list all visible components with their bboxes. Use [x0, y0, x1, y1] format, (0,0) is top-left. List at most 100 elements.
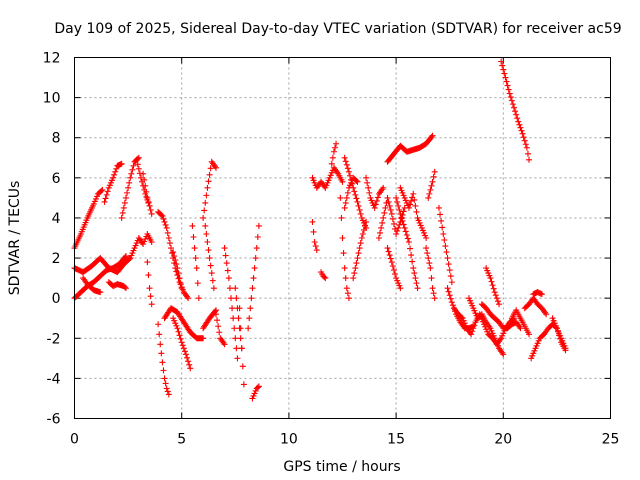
- data-point: [134, 161, 141, 168]
- data-point: [148, 301, 155, 308]
- data-point: [339, 235, 346, 241]
- data-point: [343, 161, 350, 168]
- data-point: [330, 148, 337, 155]
- y-tick-label: -6: [47, 412, 61, 428]
- data-point: [526, 331, 533, 338]
- x-tick-label: 10: [280, 432, 298, 448]
- data-point: [444, 285, 451, 292]
- data-point: [223, 260, 230, 267]
- data-point: [176, 275, 183, 282]
- data-point: [141, 176, 148, 183]
- data-point: [194, 280, 201, 287]
- data-point: [402, 228, 409, 235]
- data-point: [161, 375, 168, 382]
- data-point: [163, 385, 170, 392]
- data-point: [520, 134, 527, 141]
- data-point: [448, 279, 455, 286]
- data-point: [247, 305, 254, 312]
- data-point: [340, 250, 347, 257]
- data-point: [159, 359, 166, 366]
- data-point: [245, 325, 252, 332]
- x-tick-label: 25: [602, 432, 620, 448]
- data-point: [240, 381, 247, 388]
- data-point: [430, 173, 437, 180]
- data-point: [212, 308, 219, 315]
- data-point: [469, 328, 476, 335]
- data-point: [427, 186, 434, 193]
- data-point: [506, 90, 513, 97]
- data-point: [311, 239, 318, 246]
- data-point: [175, 328, 182, 335]
- data-point: [341, 154, 348, 161]
- data-point: [351, 188, 358, 195]
- data-point: [200, 214, 207, 221]
- data-point: [441, 237, 448, 244]
- data-point: [221, 245, 228, 252]
- data-point: [213, 164, 220, 171]
- data-point: [237, 325, 244, 332]
- data-point: [104, 188, 111, 195]
- data-point: [310, 228, 317, 235]
- data-point: [186, 361, 193, 368]
- data-point: [443, 249, 450, 256]
- data-point: [387, 206, 394, 213]
- data-point: [363, 174, 370, 181]
- data-point: [110, 174, 117, 181]
- y-tick-label: -4: [47, 371, 61, 387]
- data-point: [353, 260, 360, 267]
- data-point: [235, 315, 242, 322]
- data-point: [410, 190, 417, 197]
- data-point: [543, 311, 550, 318]
- data-point: [387, 255, 394, 262]
- data-point: [412, 202, 419, 209]
- series-track-at: [465, 295, 507, 358]
- data-point: [498, 58, 505, 65]
- y-tick-label: 0: [52, 291, 61, 307]
- tick-labels: 0 5 10 15 20 25 -6 -4 -2 0 2 4 6 8 10 12: [43, 51, 620, 448]
- data-point: [190, 233, 197, 240]
- data-point: [440, 230, 447, 237]
- data-point: [254, 384, 261, 391]
- data-point: [411, 270, 418, 277]
- data-point: [438, 217, 445, 224]
- x-tick-label: 5: [177, 432, 186, 448]
- series-track-a: [71, 186, 106, 252]
- data-point: [365, 184, 372, 191]
- data-point: [470, 325, 477, 332]
- data-point: [233, 295, 240, 302]
- data-point: [400, 208, 407, 215]
- data-point: [345, 295, 352, 302]
- data-point: [195, 295, 202, 302]
- data-point: [386, 252, 393, 259]
- series-track-y: [245, 222, 262, 332]
- data-point: [343, 285, 350, 292]
- data-point: [513, 111, 520, 118]
- series-track-h: [133, 156, 153, 209]
- data-point: [214, 317, 221, 324]
- data-point: [408, 197, 415, 204]
- data-point: [429, 132, 436, 139]
- data-point: [423, 235, 430, 241]
- y-tick-label: 2: [52, 251, 61, 267]
- data-point: [225, 275, 232, 282]
- series-track-ae: [337, 194, 352, 302]
- data-point: [426, 260, 433, 267]
- data-point: [502, 74, 509, 81]
- data-point: [430, 290, 437, 297]
- series-track-ax: [521, 295, 550, 318]
- data-markers: [71, 58, 569, 402]
- data-point: [193, 265, 200, 272]
- data-point: [397, 285, 404, 292]
- series-track-au: [478, 301, 524, 332]
- data-point: [500, 351, 507, 358]
- data-point: [435, 204, 442, 211]
- data-point: [205, 247, 212, 254]
- data-point: [388, 259, 395, 266]
- data-point: [379, 219, 386, 226]
- data-point: [143, 193, 150, 200]
- series-track-bb: [498, 58, 533, 163]
- data-point: [164, 229, 171, 236]
- series-track-r: [200, 158, 220, 221]
- data-point: [180, 345, 187, 352]
